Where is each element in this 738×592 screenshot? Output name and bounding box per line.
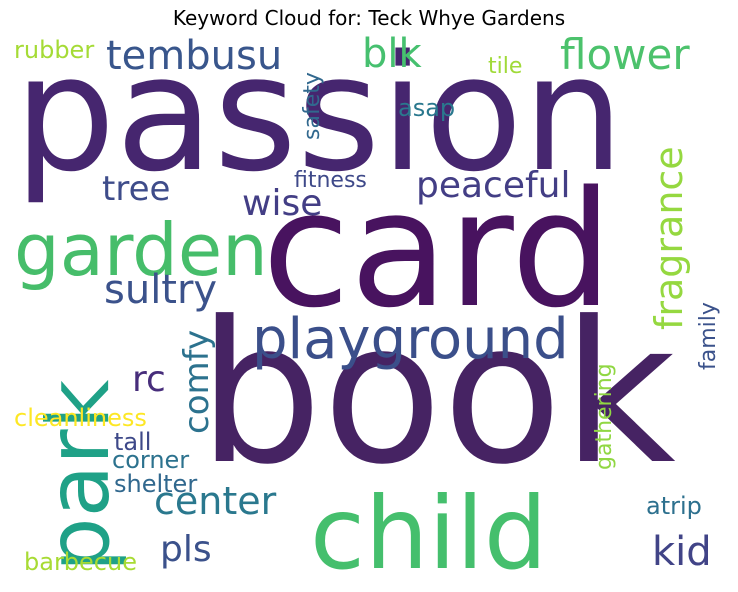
word-passion: passion — [14, 20, 625, 207]
word-child: child — [310, 475, 548, 592]
word-flower: flower — [560, 30, 690, 79]
word-kid: kid — [652, 529, 712, 575]
word-family: family — [696, 302, 721, 370]
word-card: card — [262, 156, 613, 343]
word-fitness: fitness — [294, 168, 367, 193]
word-shelter: shelter — [114, 470, 198, 498]
word-playground: playground — [252, 307, 569, 372]
word-safety: safety — [300, 72, 325, 140]
word-wise: wise — [242, 183, 323, 224]
word-pls: pls — [160, 529, 212, 570]
word-corner: corner — [112, 446, 190, 474]
word-tall: tall — [114, 428, 152, 456]
word-tile: tile — [488, 54, 523, 79]
word-gathering: gathering — [592, 363, 617, 470]
word-fragrance: fragrance — [647, 146, 691, 330]
word-cleanliness: cleanliness — [14, 404, 147, 432]
word-atrip: atrip — [646, 492, 702, 520]
word-barbecue: barbecue — [24, 548, 137, 576]
word-rc: rc — [132, 359, 166, 400]
word-tree: tree — [102, 169, 171, 209]
word-center: center — [154, 479, 277, 523]
word-garden: garden — [14, 208, 268, 292]
word-sultry: sultry — [104, 267, 218, 313]
word-blk: blk — [362, 31, 422, 77]
word-book: book — [198, 280, 676, 508]
word-comfy: comfy — [177, 329, 217, 434]
word-asap: asap — [398, 94, 456, 122]
word-tembusu: tembusu — [106, 33, 283, 79]
word-rubber: rubber — [14, 36, 95, 64]
chart-title: Keyword Cloud for: Teck Whye Gardens — [172, 6, 566, 30]
word-peaceful: peaceful — [416, 165, 571, 206]
